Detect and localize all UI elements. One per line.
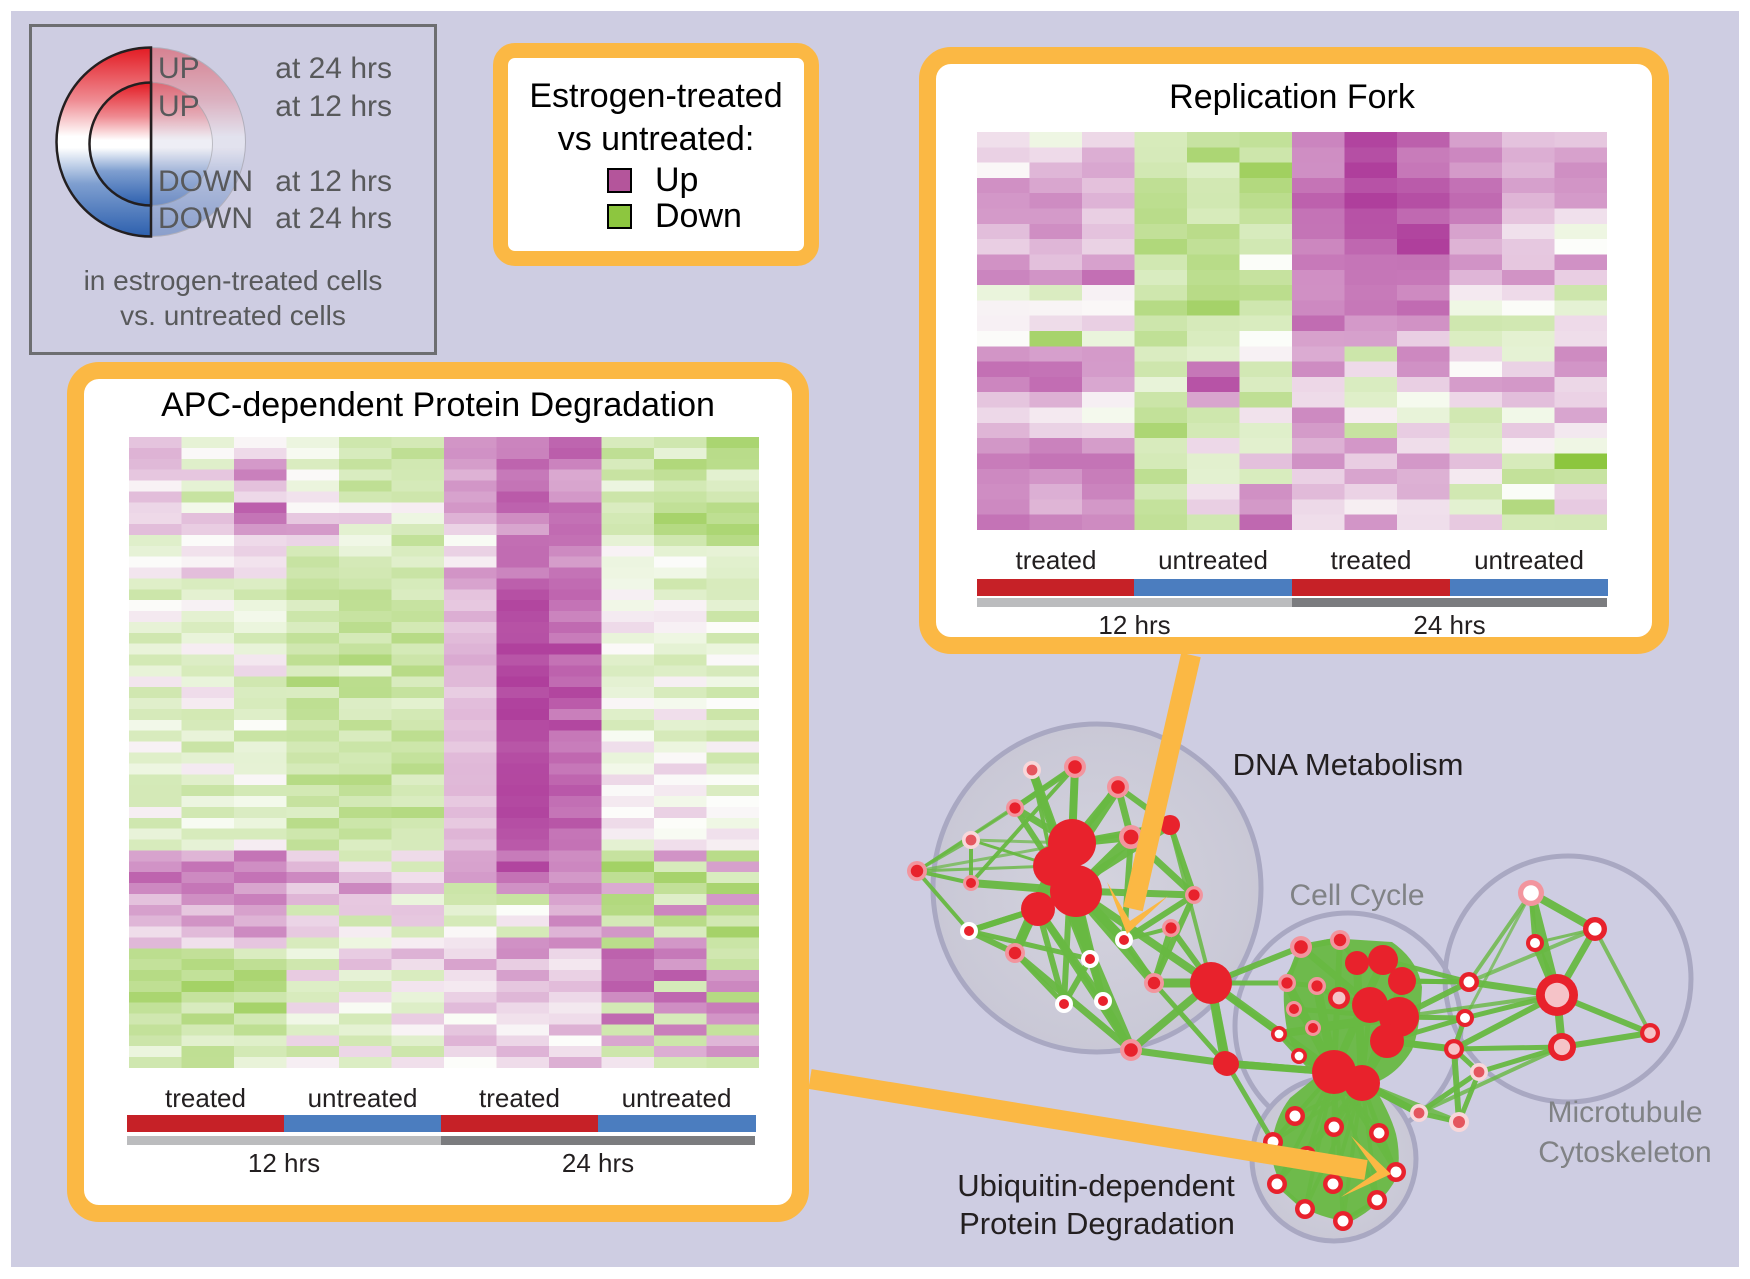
svg-text:Protein Degradation: Protein Degradation (959, 1206, 1235, 1241)
svg-text:Cytoskeleton: Cytoskeleton (1538, 1136, 1711, 1169)
svg-text:DNA Metabolism: DNA Metabolism (1233, 747, 1464, 782)
svg-text:Microtubule: Microtubule (1547, 1096, 1702, 1129)
svg-text:Cell Cycle: Cell Cycle (1289, 879, 1424, 912)
svg-text:Ubiquitin-dependent: Ubiquitin-dependent (957, 1168, 1235, 1203)
